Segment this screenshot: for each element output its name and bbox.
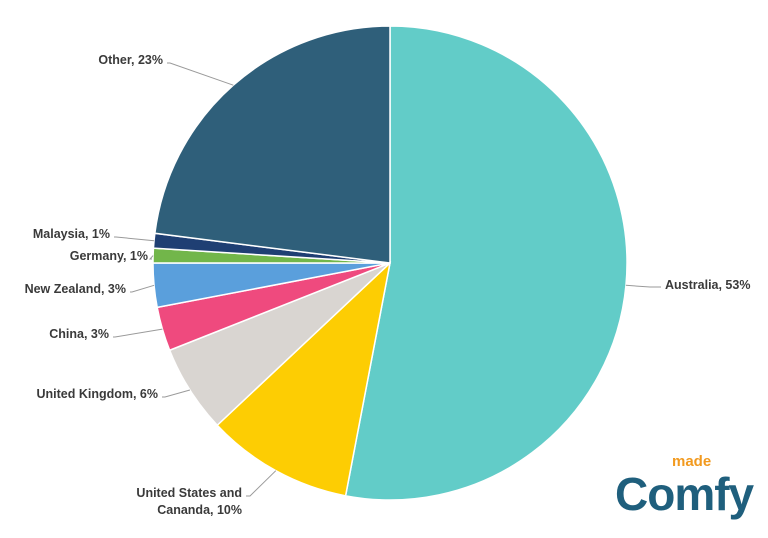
leader-line-6 bbox=[114, 236, 155, 242]
slice-label-1: United States and Cananda, 10% bbox=[136, 486, 242, 517]
leader-line-0 bbox=[625, 284, 661, 288]
slice-label-3: China, 3% bbox=[49, 327, 109, 341]
labels-layer: Australia, 53% United States and Cananda, … bbox=[25, 53, 751, 517]
logo-made-text: made bbox=[672, 453, 711, 470]
logo-comfy-text: Comfy bbox=[615, 468, 755, 520]
slice-label-0: Australia, 53% bbox=[665, 278, 750, 292]
slice-label-7: Other, 23% bbox=[98, 53, 163, 67]
leader-line-4 bbox=[130, 284, 155, 293]
pie-slice-1 bbox=[216, 260, 392, 497]
slices-layer bbox=[152, 25, 628, 501]
slice-label-6: Malaysia, 1% bbox=[33, 227, 110, 241]
made-comfy-logo: made Comfy bbox=[615, 453, 756, 520]
slice-label-4: New Zealand, 3% bbox=[25, 282, 126, 296]
leader-line-1 bbox=[246, 470, 277, 497]
leader-line-5 bbox=[148, 255, 154, 260]
slice-label-5: Germany, 1% bbox=[70, 249, 148, 263]
leader-line-2 bbox=[162, 389, 191, 398]
pie-slice-7 bbox=[154, 25, 391, 264]
leader-line-3 bbox=[113, 328, 163, 338]
leader-line-7 bbox=[167, 62, 234, 86]
slice-label-2: United Kingdom, 6% bbox=[36, 387, 158, 401]
